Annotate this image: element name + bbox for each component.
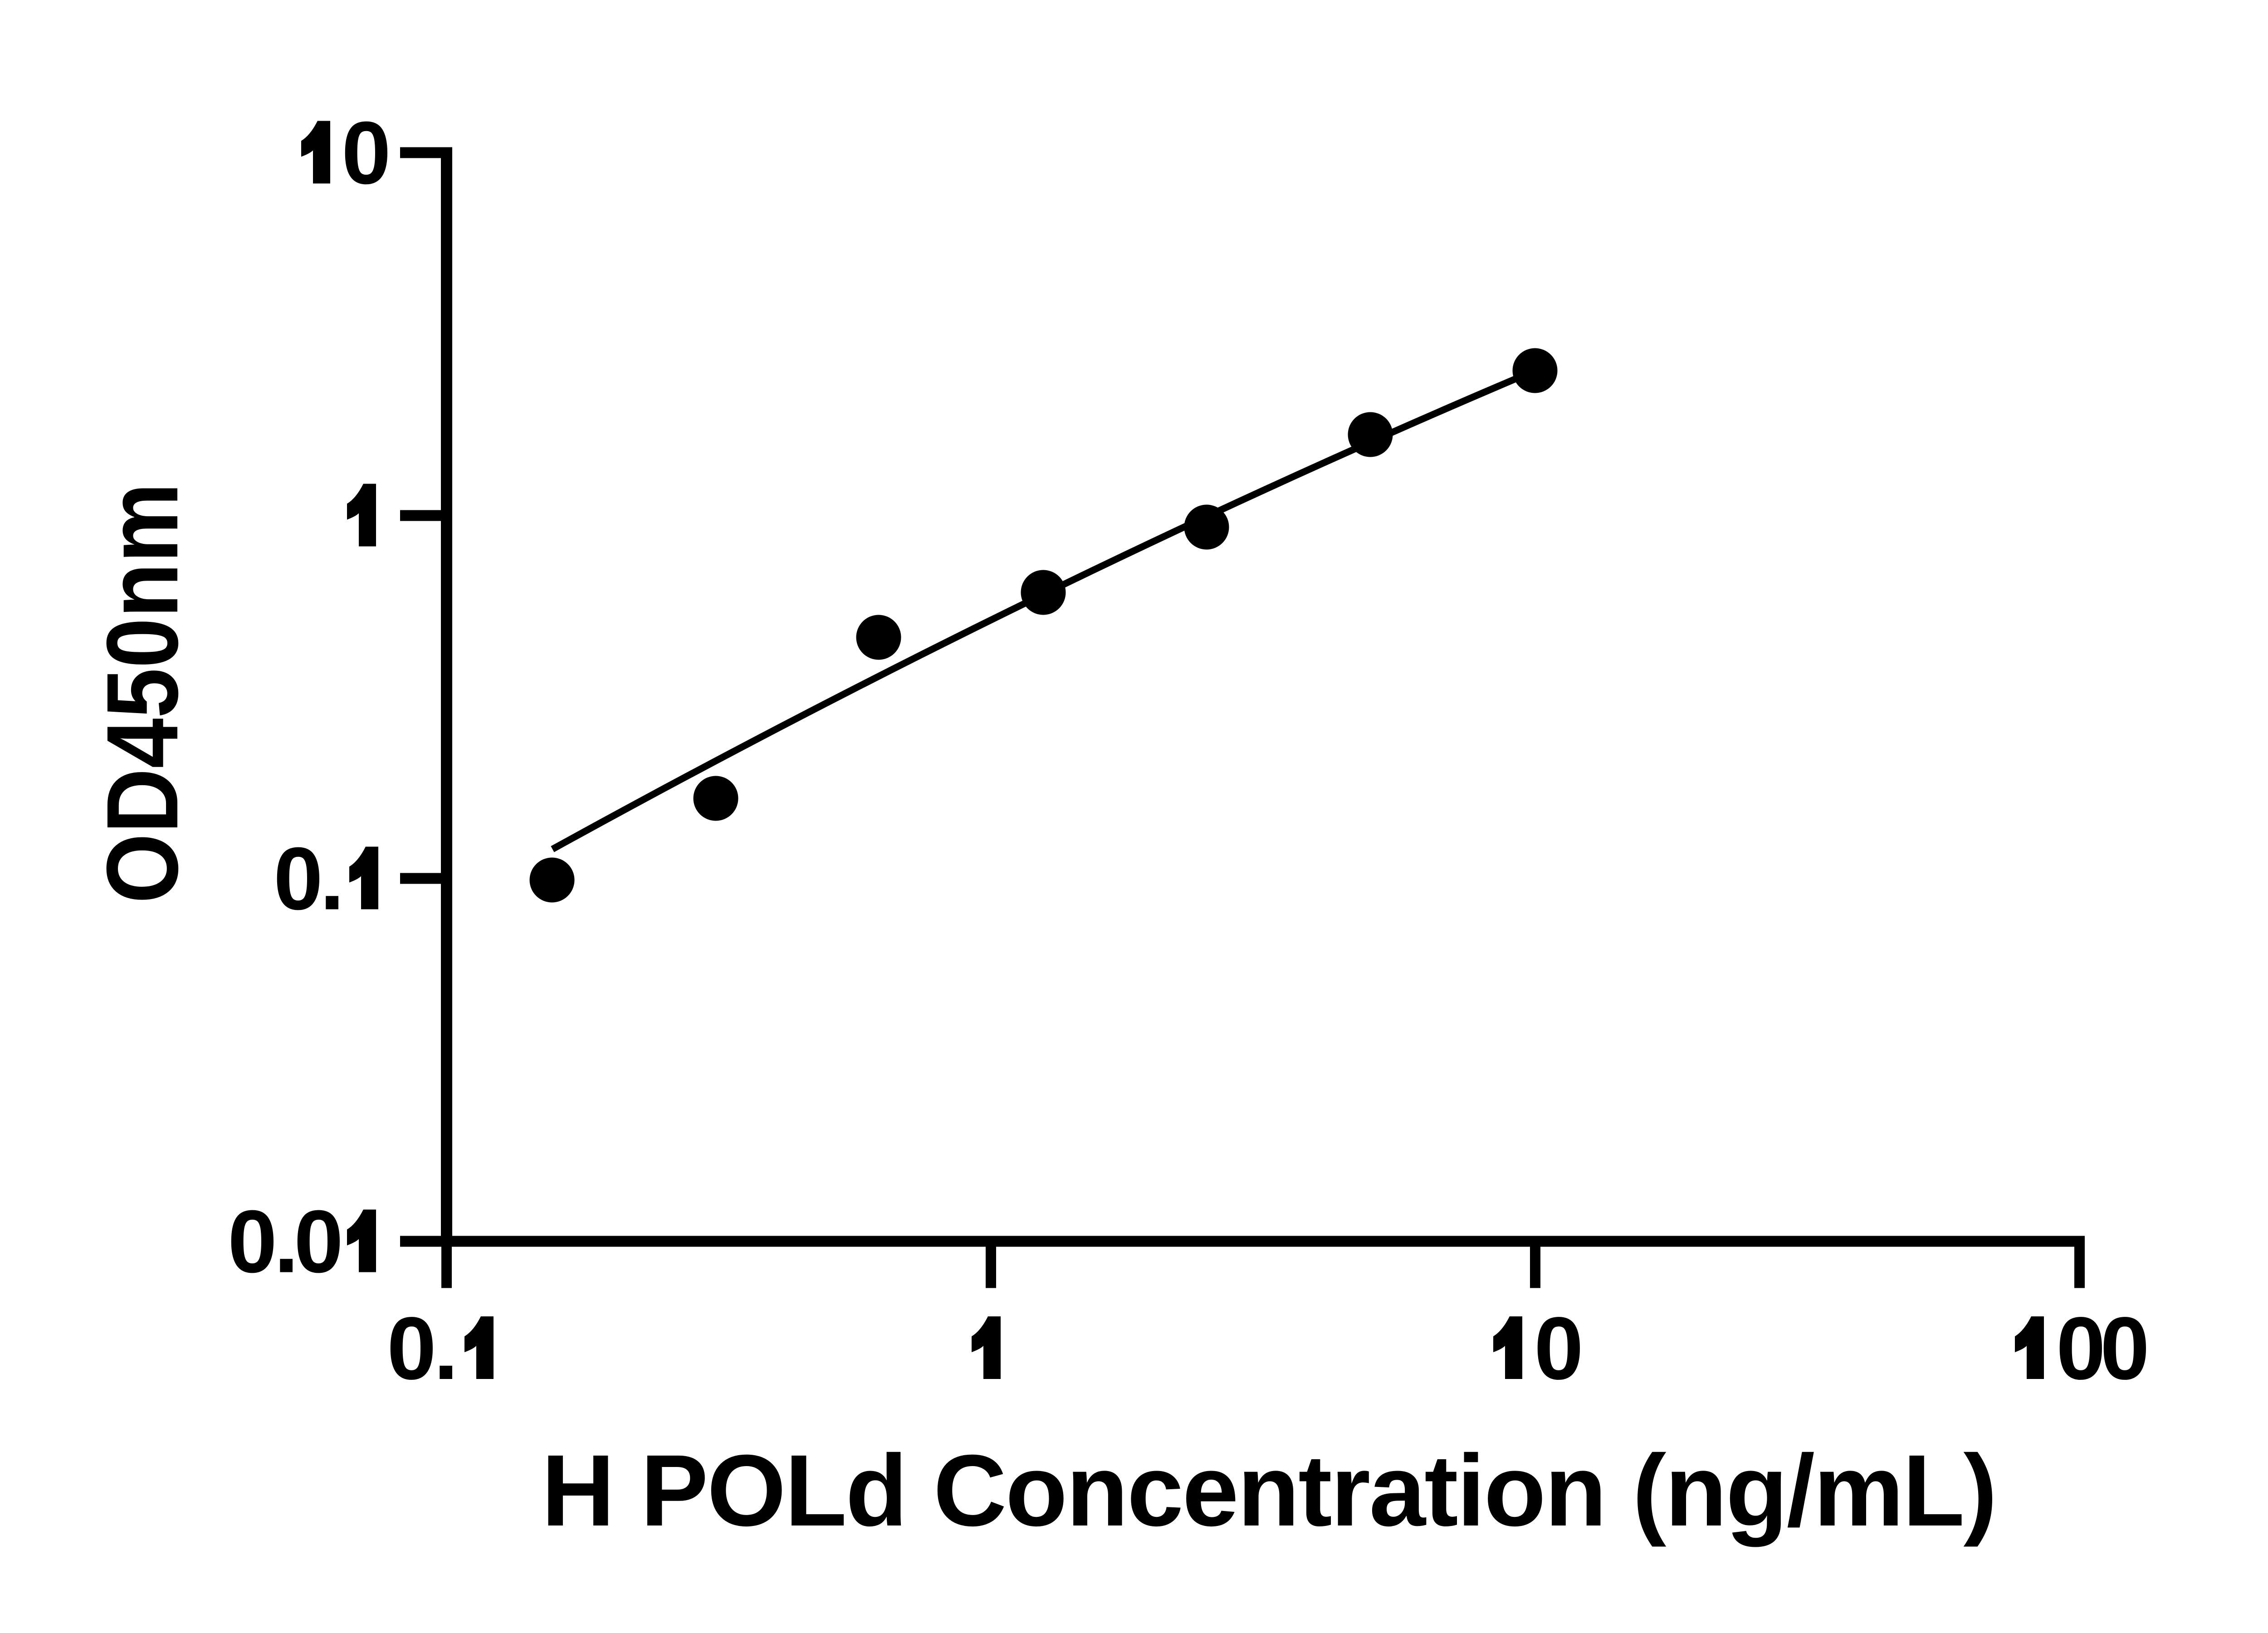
svg-text:.: .	[274, 1192, 298, 1291]
svg-text:OD450nm: OD450nm	[85, 483, 199, 904]
svg-text:0: 0	[342, 103, 391, 203]
svg-text:0: 0	[2056, 1299, 2106, 1398]
svg-text:0: 0	[228, 1192, 277, 1291]
svg-text:.: .	[320, 829, 344, 929]
svg-text:0: 0	[1534, 1299, 1584, 1398]
svg-text:H POLd Concentration (ng/mL): H POLd Concentration (ng/mL)	[542, 1434, 1996, 1547]
svg-text:0: 0	[2100, 1299, 2150, 1398]
svg-text:0: 0	[294, 1192, 343, 1291]
svg-text:.: .	[434, 1299, 458, 1398]
svg-text:0: 0	[274, 829, 323, 929]
svg-text:0: 0	[387, 1299, 436, 1398]
